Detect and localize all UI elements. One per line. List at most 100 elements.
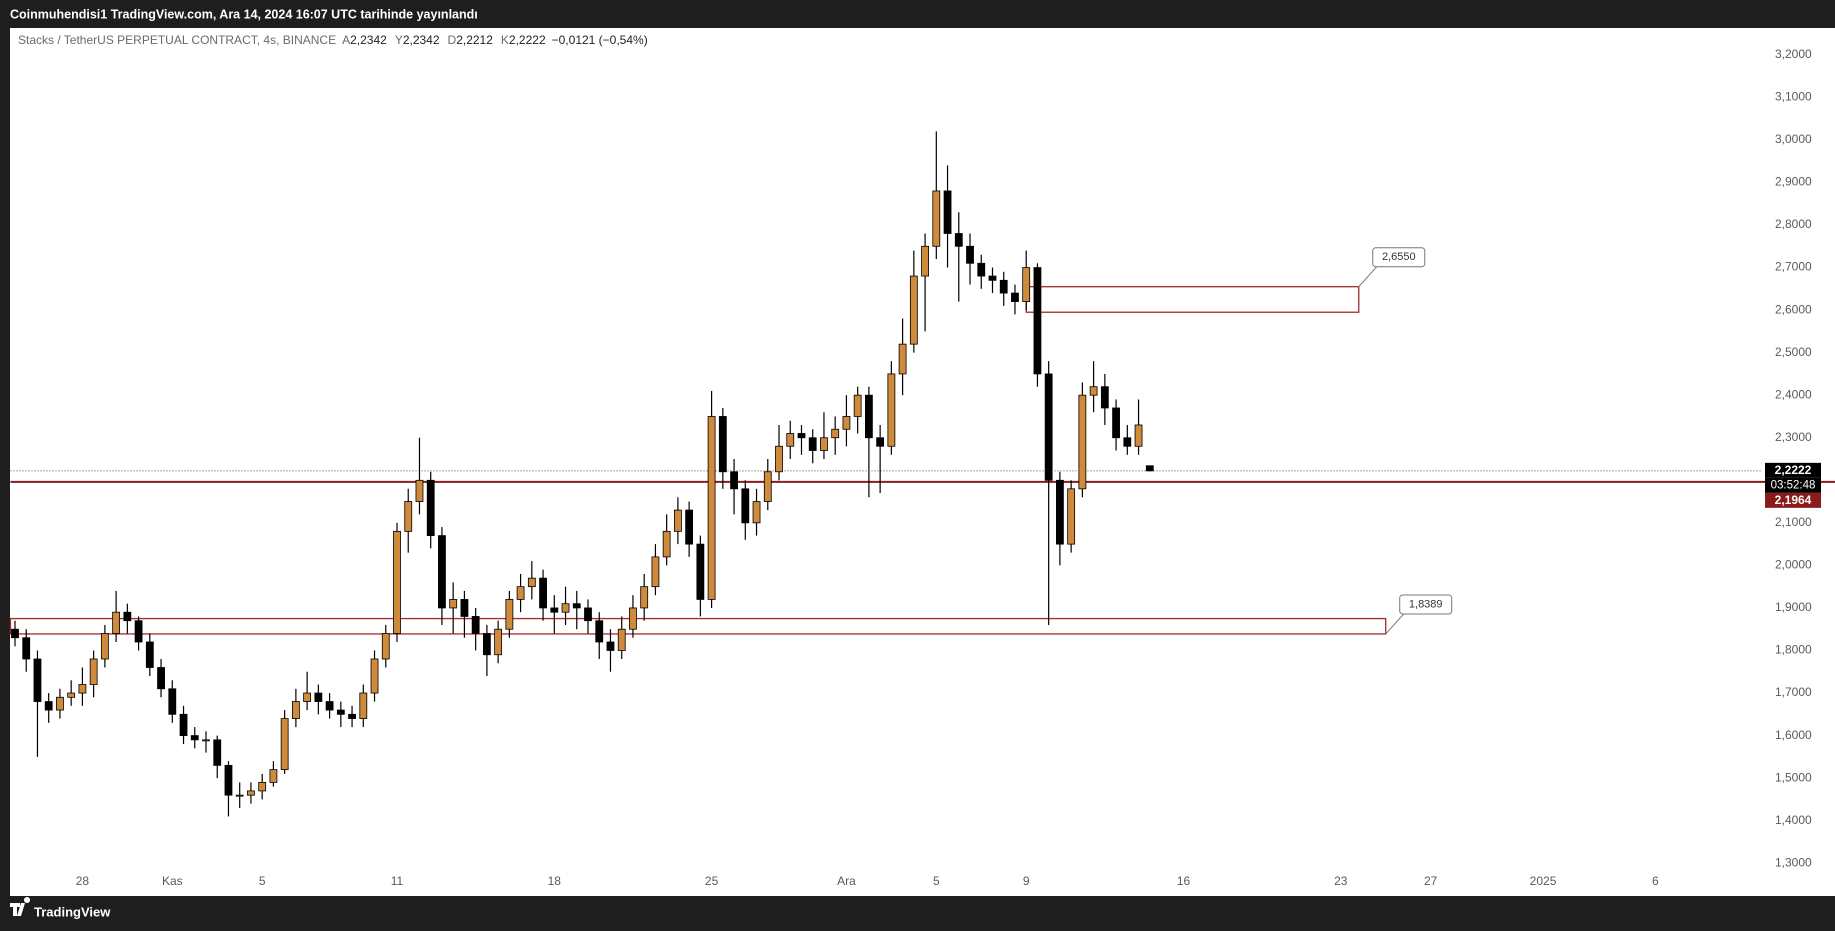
candle-body [123,611,132,622]
y-tick-label: 1,6000 [1775,728,1812,742]
y-tick-label: 3,2000 [1775,47,1812,61]
callout-box [1372,247,1426,268]
countdown-box [1765,477,1821,493]
zone [9,617,1387,635]
logo [10,896,31,916]
candle-body [247,790,255,796]
candle-body [584,607,592,622]
candle-body [606,641,615,651]
candle-body [775,445,783,473]
y-tick-label: 2,4000 [1775,387,1812,401]
candle-body [696,543,705,600]
x-tick-label: 18 [548,874,562,888]
candle-body [179,713,188,736]
candle-body [348,713,356,719]
candle-body [291,701,300,719]
last-price-box [1765,462,1821,478]
legend-value: 2,2212 [456,33,493,47]
legend-key: A [342,33,350,47]
candle-body [370,658,379,694]
footer-brand: TradingView [34,904,111,919]
candle-body [808,437,817,451]
x-tick-label: 11 [391,874,404,888]
candle-body [1089,386,1098,396]
candle-body [786,433,795,447]
x-tick-label: 16 [1177,874,1191,888]
candle-body [157,667,165,690]
candle-body [33,658,42,702]
candle-body [876,437,885,447]
candle-body [67,692,76,698]
y-tick-label: 1,8000 [1775,643,1812,657]
candle-body [831,428,840,439]
candle-body [932,190,941,247]
y-tick-label: 1,3000 [1775,855,1812,869]
candle-body [550,607,559,613]
candle-body [730,471,738,490]
candle-body [718,416,727,473]
candle-body [494,628,503,656]
y-tick-label: 2,5000 [1775,345,1812,359]
chart-area [10,28,1835,896]
candle-body [426,479,435,537]
candle-body [1112,407,1120,439]
candle-body [527,577,536,588]
level-price-box [1765,492,1821,508]
level-price-label: 2,1964 [1775,493,1812,507]
y-tick-label: 2,7000 [1775,260,1812,274]
candle-body [1033,267,1042,375]
candle-body [853,394,862,417]
candle-body [11,628,19,639]
candle-body [1078,394,1087,490]
y-tick-label: 2,9000 [1775,175,1812,189]
legend-key: D [448,33,457,47]
candle-body [44,701,53,711]
x-tick-label: 25 [705,874,719,888]
y-tick-label: 3,1000 [1775,90,1812,104]
y-tick-label: 1,5000 [1775,770,1812,784]
y-tick-label: 2,8000 [1775,217,1812,231]
last-price-label: 2,2222 [1775,463,1812,477]
candle-body [595,620,604,643]
candle-body [393,530,401,634]
y-tick-label: 1,4000 [1775,813,1812,827]
x-tick-label: 5 [259,874,266,888]
candle-body [280,718,289,771]
candle-body [22,637,31,660]
x-tick-label: 28 [76,874,90,888]
candle-body [269,769,278,783]
candle-body [685,509,694,545]
y-tick-label: 1,7000 [1775,685,1812,699]
candle-body [1011,292,1019,302]
countdown-label: 03:52:48 [1771,479,1816,491]
legend: Stacks / TetherUS PERPETUAL CONTRACT, 4s… [18,33,648,47]
y-tick-label: 2,0000 [1775,558,1812,572]
candle-body [168,688,177,715]
x-tick-label: 9 [1023,874,1030,888]
callout-box [1399,594,1453,615]
candle-body [988,275,997,281]
candle-body [78,684,87,694]
y-tick-label: 2,3000 [1775,430,1812,444]
callout-label: 2,6550 [1382,251,1416,263]
candle-body [797,433,806,439]
x-tick-label: 6 [1652,874,1659,888]
candle-body [359,692,368,719]
candle-body [1100,386,1109,409]
candle-body [572,603,581,609]
candle-body [909,275,918,345]
y-tick-label: 3,0000 [1775,132,1812,146]
candle-body [763,471,772,502]
candle-body [1044,373,1053,481]
candle-body [651,556,660,588]
candle-body [752,501,761,524]
candle-body [258,781,267,792]
callout-pointer [1385,613,1405,635]
candle-body [707,416,716,600]
candle-body [999,279,1008,294]
candle-body [100,633,109,660]
candle-body [662,530,671,558]
legend-value: 2,2342 [403,33,440,47]
candle-body [1022,267,1031,302]
candle-body [842,416,851,430]
